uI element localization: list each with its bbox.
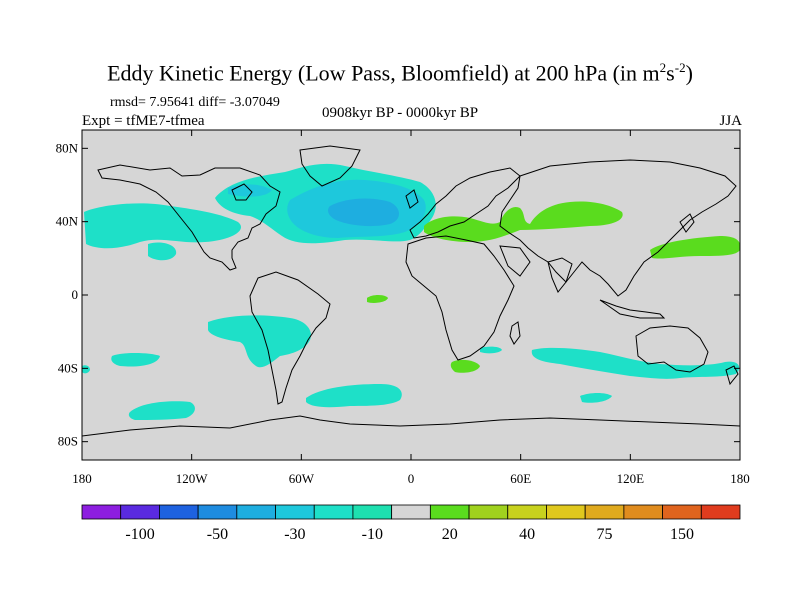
season-label: JJA [719,113,742,129]
contour-region-north-atlantic-core [328,198,399,227]
stats-label: rmsd= 7.95641 diff= -3.07049 [110,95,280,110]
contour-region-mediterranean [424,201,623,242]
coastline-australia [635,325,709,373]
coastline-arabia [499,245,531,277]
colorbar-label: 150 [670,526,694,543]
colorbar-swatch [313,504,354,520]
lon-tick-label: 180 [72,471,92,486]
coastline-greenland [299,145,361,187]
contour-region-sw-patch [128,401,195,420]
contour-region-south-atlantic-small [480,346,502,354]
contour-region-sw-pacific-small [111,353,160,367]
lat-tick-label: 80N [56,140,79,155]
title-main: Eddy Kinetic Energy (Low Pass, Bloomfiel… [107,60,660,86]
colorbar-swatch [159,504,199,520]
coastline-madagascar [509,321,521,345]
colorbar-label: -10 [362,526,383,543]
lon-tick-label: 120W [176,471,209,486]
colorbar-swatch [352,504,393,520]
lat-tick-label: 40N [56,214,79,229]
colorbar-label: -50 [207,526,228,543]
coastlines [82,145,740,437]
latitude-axis: 80N 40N 0 40S 80S [56,140,740,449]
title-end: ) [685,60,693,86]
title-mid: s [666,60,675,86]
contour-region-tropical-green [367,295,388,303]
lon-tick-label: 0 [408,471,415,486]
contour-region-south-pacific [208,315,311,368]
coastline-hudson-bay [231,183,253,201]
map-title: Eddy Kinetic Energy (Low Pass, Bloomfiel… [0,60,800,86]
colorbar-swatch [546,504,586,520]
title-sup-2: -2 [674,60,686,75]
colorbar: -100 -50 -30 -10 20 40 75 150 [81,504,741,543]
contour-region-west-edge-sh [82,365,90,374]
colorbar-label: 75 [597,526,613,543]
title-sup-1: 2 [659,60,667,75]
colorbar-label: -100 [125,526,154,543]
colorbar-swatch [584,504,625,520]
contour-region-southern-indian-small [580,393,612,403]
coastline-japan [679,213,695,233]
coastline-india [547,257,573,293]
period-label: 0908kyr BP - 0000kyr BP [321,105,479,121]
colorbar-swatch [120,504,160,520]
lon-tick-label: 60W [289,471,315,486]
colorbar-swatch [700,504,741,520]
lon-tick-label: 60E [510,471,531,486]
lat-tick-label: 80S [58,434,78,449]
contour-region-indian-ocean-green [450,359,480,373]
contour-region-southern-ocean [306,384,402,408]
colorbar-swatch [429,504,470,520]
lat-tick-label: 0 [72,287,79,302]
colorbar-swatch [507,504,547,520]
colorbar-swatch [275,504,315,520]
longitude-axis: 180 120W 60W 0 60E 120E 180 [72,130,750,486]
coastline-asia [499,159,737,297]
expt-label: Expt = tfME7-tfmea [82,113,205,129]
coastline-north-america [97,164,281,271]
colorbar-swatch [468,504,509,520]
colorbar-swatch [662,504,702,520]
coastline-europe [409,167,521,239]
lon-tick-label: 120E [617,471,645,486]
coastline-south-america [249,271,331,405]
colorbar-label: 40 [519,526,535,543]
coastline-new-zealand [725,365,739,386]
contour-region-pacific-small [148,242,177,261]
lon-tick-label: 180 [730,471,750,486]
contour-region-southern-indian [531,347,740,379]
colorbar-swatch [81,504,122,520]
coastline-british-isles [405,189,419,209]
coastline-indonesia [599,299,666,319]
colorbar-swatch [623,504,663,520]
contour-region-east-pacific [84,203,242,249]
colorbar-label: 20 [442,526,458,543]
lat-tick-label: 40S [58,360,78,375]
contour-fields [82,163,740,420]
colorbar-swatch [197,504,238,520]
colorbar-swatch [391,504,431,520]
coastline-africa [405,235,515,361]
colorbar-swatch [236,504,276,520]
coastline-antarctica [82,415,740,437]
contour-region-west-pacific [650,236,740,259]
colorbar-label: -30 [284,526,305,543]
